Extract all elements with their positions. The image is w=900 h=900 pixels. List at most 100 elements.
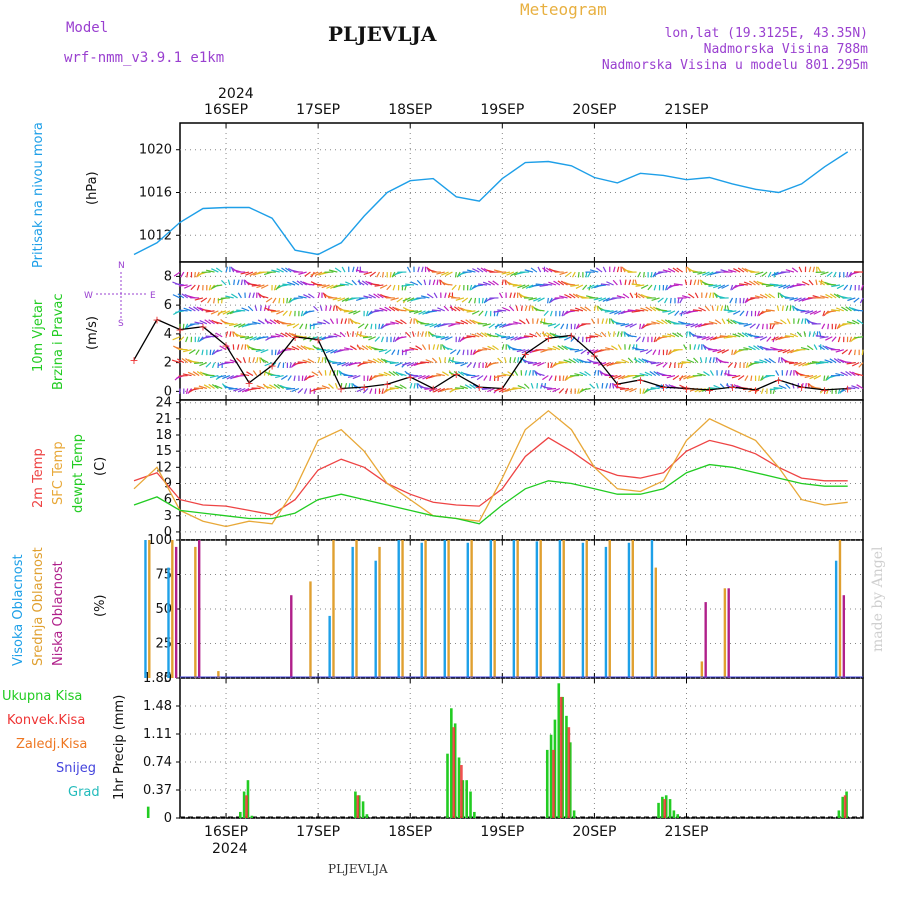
wind-arrow (214, 384, 223, 390)
wind-arrow (553, 280, 561, 286)
compass-west: W (84, 291, 93, 301)
wind-arrow (372, 358, 380, 364)
wind-legend-1: 10m Vjetar (31, 299, 46, 372)
wind-arrow (679, 310, 687, 315)
wind-arrow (455, 297, 465, 301)
wind-arrow (721, 318, 726, 325)
wind-arrow (345, 281, 353, 286)
x-tick-label-bottom: 16SEP (204, 824, 248, 840)
wind-arrow (596, 305, 599, 312)
wind-arrow (669, 297, 672, 304)
wind-arrow (778, 384, 787, 390)
wind-arrow (606, 362, 614, 367)
wind-arrow (271, 269, 280, 273)
wind-arrow (215, 332, 223, 338)
wind-arrow (501, 373, 511, 377)
wind-arrow (270, 362, 277, 368)
wind-arrow (593, 370, 597, 376)
wind-arrow (328, 269, 338, 273)
wind-arrow (854, 336, 864, 339)
wind-arrow (681, 295, 691, 299)
wind-arrow (431, 309, 441, 312)
wind-arrow (591, 318, 595, 325)
wind-arrow (341, 362, 350, 367)
wind-arrow (689, 310, 699, 313)
wind-arrow (444, 346, 453, 351)
wind-arrow (622, 293, 630, 299)
wind-arrow (205, 335, 215, 338)
wind-arrow (205, 269, 215, 273)
wind-arrow (808, 266, 812, 273)
wind-arrow (441, 271, 449, 276)
wind-arrow (833, 293, 841, 299)
wind-arrow (821, 323, 826, 330)
wind-arrow (298, 295, 307, 299)
wind-arrow (254, 305, 258, 312)
wind-arrow (571, 271, 576, 278)
wind-arrow (329, 318, 334, 325)
wind-arrow (657, 297, 664, 303)
wind-arrow (774, 321, 783, 325)
wind-arrow (228, 387, 238, 390)
wind-arrow (255, 349, 265, 353)
wind-arrow (285, 267, 292, 273)
y-tick-label: 1020 (139, 143, 172, 158)
wind-arrow (759, 293, 768, 299)
high-cloud-legend: Visoka Oblacnost (11, 554, 26, 666)
wind-arrow (642, 388, 645, 394)
mid-cloud-bar (723, 588, 727, 678)
total-precip-bar (473, 811, 476, 818)
wind-arrow (252, 370, 258, 376)
wind-arrow (225, 266, 229, 273)
wind-arrow (684, 279, 688, 286)
meteogram-title: Meteogram (520, 0, 607, 19)
wind-arrow (621, 266, 626, 273)
conv-precip-bar (356, 795, 360, 818)
y-tick-label: 0.37 (143, 783, 172, 798)
x-tick-label-top: 18SEP (388, 102, 432, 118)
panel-5: 00.370.741.111.481.85 (143, 671, 864, 826)
panel-frame (179, 122, 864, 263)
wind-arrow (249, 271, 258, 277)
wind-arrow (190, 360, 200, 364)
wind-arrow (697, 372, 706, 377)
wind-arrow (693, 279, 697, 286)
wind-arrow (233, 279, 236, 286)
wind-arrow (635, 309, 645, 312)
wind-arrow (368, 336, 376, 341)
wind-arrow (653, 370, 660, 377)
total-precip-bar (561, 696, 564, 818)
wind-arrow (849, 370, 856, 377)
wind-arrow (513, 321, 522, 325)
wind-arrow (484, 362, 488, 369)
wind-arrow (195, 349, 200, 356)
conv-precip-bar (452, 727, 456, 818)
wind-arrow (384, 306, 392, 312)
wind-arrow (531, 284, 541, 287)
wind-arrow (753, 345, 760, 351)
wind-arrow (224, 361, 234, 364)
wind-arrow (226, 344, 231, 351)
wind-arrow (616, 295, 626, 299)
dewpt-legend: dewpt Temp (71, 434, 86, 513)
wind-arrow (265, 297, 273, 303)
wind-arrow (625, 323, 634, 328)
mid-cloud-bar (194, 546, 197, 678)
wind-arrow (827, 310, 837, 313)
sfc-legend: SFC Temp (51, 441, 66, 505)
wind-arrow (771, 336, 779, 341)
wind-arrow (198, 336, 204, 343)
wind-arrow (178, 309, 188, 312)
wind-arrow (276, 349, 281, 356)
wind-arrow (197, 336, 200, 343)
wind-arrow (699, 279, 703, 286)
total-precip-bar (238, 811, 242, 818)
wind-arrow (818, 280, 825, 286)
wind-arrow (474, 284, 484, 287)
wind-arrow (768, 358, 776, 364)
wind-arrow (517, 385, 526, 390)
wind-arrow (316, 387, 326, 390)
total-precip-bar (446, 753, 449, 818)
wind-arrow (276, 310, 284, 315)
wind-arrow (344, 318, 348, 324)
